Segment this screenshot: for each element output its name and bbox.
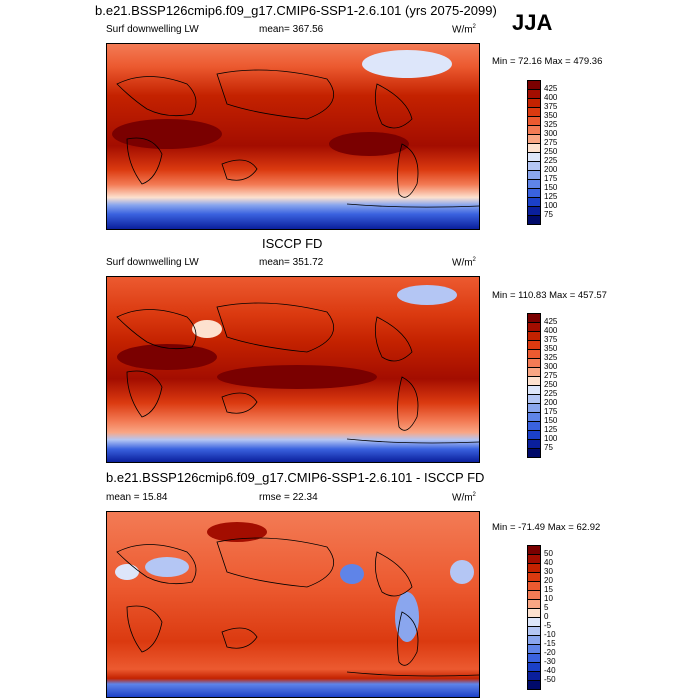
panel1-map-svg xyxy=(107,44,479,229)
colorbar-tick-label: -40 xyxy=(544,666,556,675)
season-label: JJA xyxy=(512,10,553,35)
colorbar-tick-label: 100 xyxy=(544,201,558,210)
colorbar-tick-label: 425 xyxy=(544,317,558,326)
colorbar-tick-label: 20 xyxy=(544,576,553,585)
colorbar-tick-label: 200 xyxy=(544,398,558,407)
colorbar-tick-label: 400 xyxy=(544,93,558,102)
colorbar-tick-label: 100 xyxy=(544,434,558,443)
colorbar-tick-label: 400 xyxy=(544,326,558,335)
colorbar-tick-label: 5 xyxy=(544,603,549,612)
panel1-minmax: Min = 72.16 Max = 479.36 xyxy=(492,56,603,67)
colorbar-tick-label: -10 xyxy=(544,630,556,639)
colorbar-tick-label: 375 xyxy=(544,335,558,344)
colorbar-swatch xyxy=(527,215,541,225)
colorbar-tick-label: 125 xyxy=(544,425,558,434)
colorbar-tick-label: 275 xyxy=(544,138,558,147)
panel3-minmax: Min = -71.49 Max = 62.92 xyxy=(492,522,601,533)
panel2-mean: mean= 351.72 xyxy=(259,257,324,268)
colorbar-tick-label: -15 xyxy=(544,639,556,648)
panel2-units: W/m2 xyxy=(452,257,476,269)
colorbar-tick-label: 225 xyxy=(544,156,558,165)
colorbar-tick-label: 30 xyxy=(544,567,553,576)
colorbar-tick-label: 275 xyxy=(544,371,558,380)
colorbar-tick-label: 15 xyxy=(544,585,553,594)
colorbar-tick-label: 300 xyxy=(544,362,558,371)
panel2-minmax: Min = 110.83 Max = 457.57 xyxy=(492,290,607,301)
colorbar-tick-label: 350 xyxy=(544,111,558,120)
colorbar-tick-label: 175 xyxy=(544,174,558,183)
colorbar-swatch xyxy=(527,448,541,458)
panel3-rmse: rmse = 22.34 xyxy=(259,492,318,503)
colorbar-tick-label: 250 xyxy=(544,380,558,389)
panel3-colorbar: 50 40 30 20 15 10 5 0 -5 -10 -15 -20 -30 -40 -50 xyxy=(527,545,577,690)
colorbar-tick-label: 375 xyxy=(544,102,558,111)
colorbar-swatch xyxy=(527,680,541,690)
colorbar-tick-label: 75 xyxy=(544,443,553,452)
colorbar-tick-label: 75 xyxy=(544,210,553,219)
colorbar-tick-label: 300 xyxy=(544,129,558,138)
panel3-header: b.e21.BSSP126cmip6.f09_g17.CMIP6-SSP1-2.… xyxy=(106,470,485,485)
colorbar-tick-label: 175 xyxy=(544,407,558,416)
colorbar-tick-label: 40 xyxy=(544,558,553,567)
colorbar-tick-label: -50 xyxy=(544,675,556,684)
colorbar-tick-label: -20 xyxy=(544,648,556,657)
panel1-units: W/m2 xyxy=(452,24,476,36)
colorbar-tick-label: 10 xyxy=(544,594,553,603)
panel1-colorbar: 425 400 375 350 325 300 275 250 225 200 175 150 125 1… xyxy=(527,80,577,225)
colorbar-tick-label: -5 xyxy=(544,621,552,630)
colorbar-tick-label: 150 xyxy=(544,183,558,192)
panel3-units: W/m2 xyxy=(452,492,476,504)
panel2-colorbar: 425 400 375 350 325 300 275 250 225 200 175 150 125 1… xyxy=(527,313,577,458)
panel2-map xyxy=(106,276,480,463)
colorbar-tick-label: 50 xyxy=(544,549,553,558)
panel3-mean: mean = 15.84 xyxy=(106,492,168,503)
panel1-variable: Surf downwelling LW xyxy=(106,24,199,35)
colorbar-tick-label: 350 xyxy=(544,344,558,353)
colorbar-tick-label: 425 xyxy=(544,84,558,93)
colorbar-tick-label: 150 xyxy=(544,416,558,425)
panel3-map xyxy=(106,511,480,698)
colorbar-tick-label: 325 xyxy=(544,120,558,129)
panel3-map-svg xyxy=(107,512,479,697)
figure-title: b.e21.BSSP126cmip6.f09_g17.CMIP6-SSP1-2.… xyxy=(95,3,497,18)
colorbar-tick-label: -30 xyxy=(544,657,556,666)
colorbar-tick-label: 325 xyxy=(544,353,558,362)
panel1-mean: mean= 367.56 xyxy=(259,24,324,35)
panel2-header: ISCCP FD xyxy=(262,236,323,251)
colorbar-tick-label: 225 xyxy=(544,389,558,398)
colorbar-tick-label: 200 xyxy=(544,165,558,174)
panel2-variable: Surf downwelling LW xyxy=(106,257,199,268)
colorbar-tick-label: 250 xyxy=(544,147,558,156)
colorbar-tick-label: 125 xyxy=(544,192,558,201)
panel2-map-svg xyxy=(107,277,479,462)
colorbar-tick-label: 0 xyxy=(544,612,549,621)
panel1-map xyxy=(106,43,480,230)
